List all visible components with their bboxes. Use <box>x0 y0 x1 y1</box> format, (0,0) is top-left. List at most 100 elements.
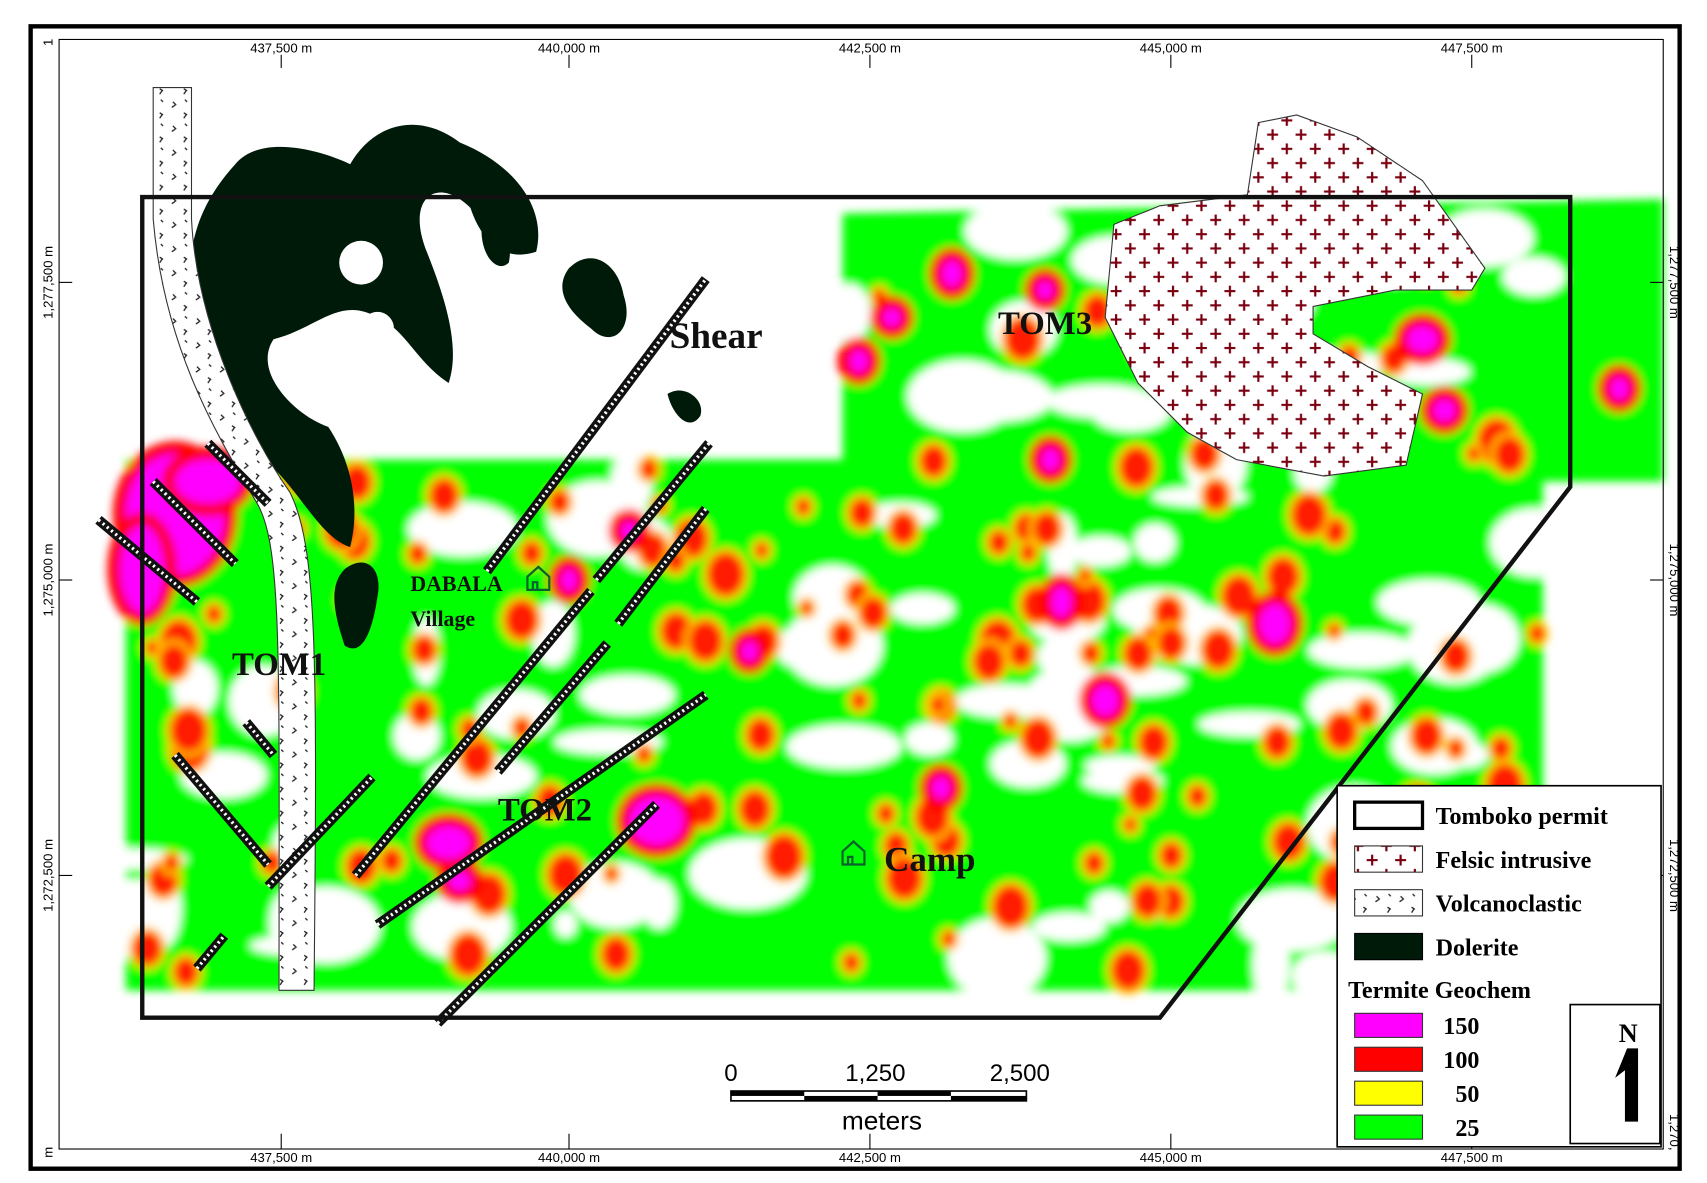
anomaly-red <box>989 530 1009 554</box>
anomaly-red <box>1127 776 1157 811</box>
legend-level-swatch <box>1354 1012 1424 1038</box>
shear-zone <box>264 773 376 890</box>
shear-hatch <box>354 589 593 877</box>
anomaly-red <box>1272 823 1304 861</box>
anomaly-red <box>1467 446 1480 461</box>
y-label: 1,277,500 m <box>1667 246 1682 319</box>
x-label: 447,500 m <box>1441 1150 1503 1165</box>
anomaly-red <box>707 552 745 597</box>
anomaly-red <box>755 542 768 558</box>
north-box <box>1569 1003 1661 1145</box>
white-hole <box>948 917 1047 999</box>
anomaly-red <box>1119 447 1154 488</box>
volcanoclastic <box>152 87 317 991</box>
anomaly-red <box>739 790 771 828</box>
white-hole <box>1502 257 1566 296</box>
anomaly-magenta <box>175 459 241 504</box>
village-label: DABALA <box>410 572 503 596</box>
anomaly-red <box>889 512 917 545</box>
zone-label: TOM1 <box>232 647 326 683</box>
anomaly-red <box>801 601 813 615</box>
anomaly-magenta <box>883 308 901 327</box>
anomaly-red <box>637 746 651 763</box>
geology: TOM1 TOM2 TOM3 Shear DABALA Village Camp <box>95 87 1573 1027</box>
anomaly-magenta <box>1610 377 1629 400</box>
white-hole <box>1089 890 1129 923</box>
house-icon <box>526 565 551 591</box>
anomaly-magenta <box>932 776 950 799</box>
anomaly-red <box>1160 842 1183 869</box>
dolerite <box>334 562 379 649</box>
dolerite <box>481 226 510 267</box>
white-hole <box>1308 632 1417 669</box>
legend-swatch <box>1353 800 1425 831</box>
anomaly-red <box>973 643 1005 681</box>
anomaly-red <box>410 698 433 725</box>
corner-label: 1 <box>41 39 56 46</box>
x-label: 437,500 m <box>250 1150 312 1165</box>
dolerite <box>562 258 627 338</box>
anomaly-red <box>1009 640 1032 668</box>
dolerite <box>190 124 539 548</box>
anomaly-red <box>522 541 542 565</box>
legend-label: Volcanoclastic <box>1436 892 1582 918</box>
white-hole <box>1490 508 1579 577</box>
anomaly-red <box>1355 699 1377 725</box>
shear-hatch <box>485 278 708 573</box>
anomaly-red <box>1326 712 1357 750</box>
anomaly-red <box>640 459 657 480</box>
scale-label: 0 <box>724 1060 737 1087</box>
north-label: N <box>1619 1019 1638 1048</box>
anomaly-red <box>688 620 723 662</box>
house-icon <box>841 840 866 866</box>
anomaly-red <box>886 857 922 900</box>
anomaly-red <box>942 931 955 947</box>
anomaly-red <box>849 498 874 528</box>
white-hole <box>905 723 954 756</box>
x-label: 442,500 m <box>839 41 901 56</box>
anomaly-red <box>1188 785 1207 807</box>
white-hole <box>1070 536 1131 567</box>
anomaly-red <box>461 738 493 777</box>
anomaly-magenta <box>741 641 758 661</box>
anomaly-red <box>660 612 692 650</box>
anomaly-red <box>1082 643 1100 664</box>
anomaly-magenta <box>942 260 962 287</box>
anomaly-red <box>877 804 894 824</box>
legend-level-label: 100 <box>1443 1048 1479 1074</box>
white-hole <box>569 862 661 928</box>
white-hole <box>828 283 871 342</box>
dolerite-hole <box>339 240 383 285</box>
anomaly-red <box>133 931 162 966</box>
x-label: 440,000 m <box>538 41 600 56</box>
white-hole <box>580 675 675 715</box>
anomaly-red <box>1083 294 1111 328</box>
anomaly-red <box>1267 557 1300 596</box>
anomaly-red <box>747 718 775 752</box>
camp-label: Camp <box>884 840 975 879</box>
anomaly-red <box>1139 724 1168 760</box>
white-hole <box>890 593 955 624</box>
felsic-intrusive <box>1104 114 1486 477</box>
anomaly-red <box>1102 733 1115 749</box>
frame: 437,500 m 437,500 m 440,000 m 440,000 m 442,… <box>28 24 1682 1171</box>
x-label: 437,500 m <box>250 41 312 56</box>
shear-zone <box>204 439 272 507</box>
scale-label: 1,250 <box>845 1060 905 1087</box>
anomaly-red <box>409 544 426 564</box>
legend-level-label: 150 <box>1443 1014 1479 1040</box>
white-hole <box>786 724 902 769</box>
y-label: 1,275,000 m <box>1667 544 1682 617</box>
anomaly-red <box>412 635 436 664</box>
anomaly-red <box>1004 317 1041 361</box>
anomaly-red <box>1324 519 1346 544</box>
white-hole <box>776 628 813 667</box>
corner-label: 1,270, <box>1667 1114 1682 1151</box>
anomaly-red <box>1328 624 1340 638</box>
scale-segment <box>804 1095 878 1101</box>
anomaly-red <box>450 933 486 976</box>
anomaly-red <box>206 605 221 623</box>
anomaly-red <box>1020 544 1036 562</box>
anomaly-red <box>146 641 158 655</box>
